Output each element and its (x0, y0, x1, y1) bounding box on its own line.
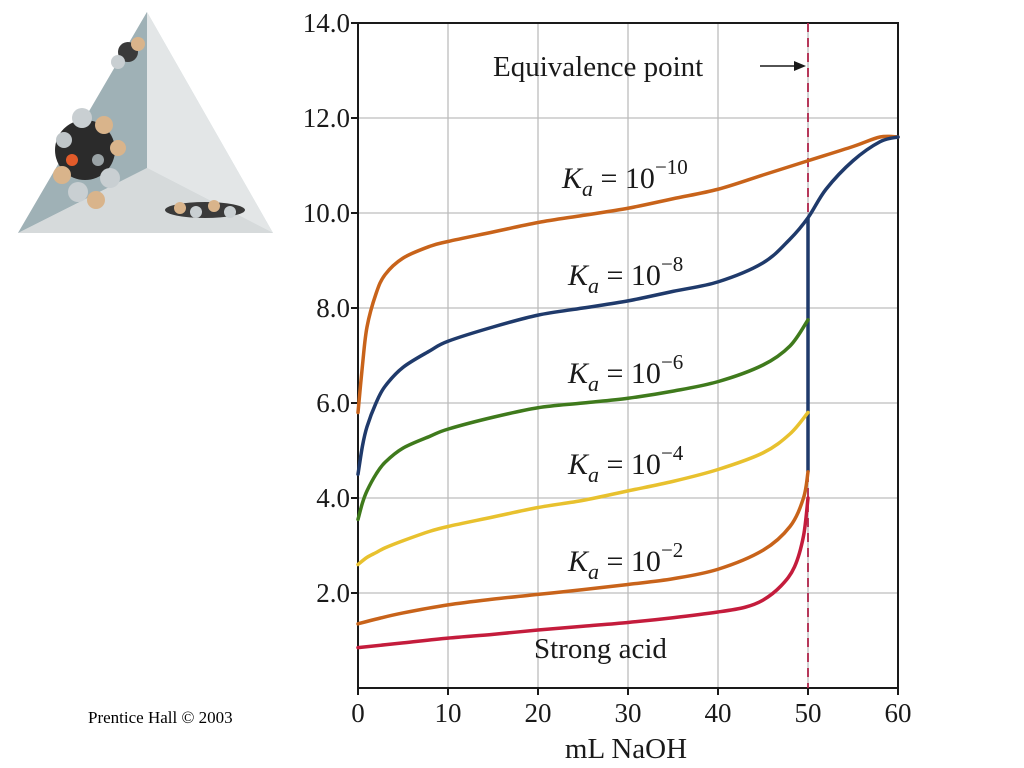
x-tick-label: 0 (351, 698, 365, 728)
series-label: Ka = 10−4 (567, 441, 684, 487)
x-tick-label: 10 (435, 698, 462, 728)
x-tick-label: 30 (615, 698, 642, 728)
series-line-ka-10-2 (356, 470, 810, 626)
equivalence-arrow-head (794, 61, 806, 71)
molecule-pyramid-image (18, 12, 273, 233)
molecule-cluster-top (111, 37, 145, 69)
y-tick-label: 10.0 (303, 198, 350, 228)
series-line-strong-acid (356, 496, 810, 650)
molecule-cluster-bottom (165, 200, 245, 218)
series-line-ka-10-4 (356, 410, 810, 567)
y-tick-label: 12.0 (303, 103, 350, 133)
y-tick-label: 2.0 (316, 578, 350, 608)
copyright-credit: Prentice Hall © 2003 (88, 708, 233, 727)
x-tick-label: 50 (795, 698, 822, 728)
y-tick-label: 4.0 (316, 483, 350, 513)
series-label-strong-acid: Strong acid (534, 633, 667, 665)
series-line-ka-10-6 (356, 318, 810, 522)
series-line-ka-10-10 (356, 134, 900, 415)
molecule-cluster-left (53, 108, 126, 209)
grid (358, 23, 898, 688)
series-line-ka-10-8 (356, 135, 900, 476)
y-tick-label: 14.0 (303, 8, 350, 38)
x-tick-label: 60 (885, 698, 912, 728)
series-label: Ka = 10−2 (567, 538, 683, 584)
equivalence-point-label: Equivalence point (493, 51, 703, 83)
pyramid-right-face (147, 12, 273, 233)
series-label: Ka = 10−10 (561, 155, 688, 201)
series-group (356, 134, 900, 650)
x-axis-title: mL NaOH (565, 733, 687, 765)
x-tick-label: 20 (525, 698, 552, 728)
x-tick-label: 40 (705, 698, 732, 728)
series-label: Ka = 10−8 (567, 252, 683, 298)
y-tick-label: 6.0 (316, 388, 350, 418)
y-tick-label: 8.0 (316, 293, 350, 323)
series-label: Ka = 10−6 (567, 350, 683, 396)
